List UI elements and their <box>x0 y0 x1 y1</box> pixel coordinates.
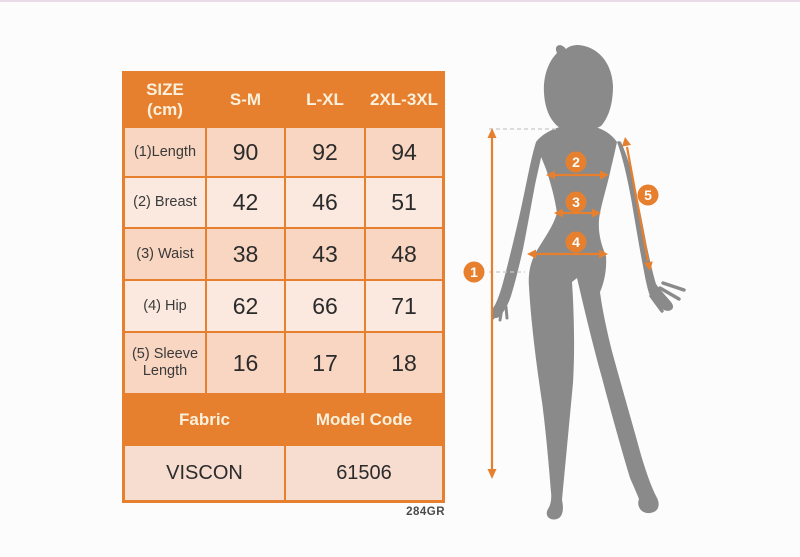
length-sm-value: 90 <box>207 128 284 176</box>
sleeve-lxl-value: 17 <box>286 333 364 393</box>
breast-lxl-value: 46 <box>286 178 364 227</box>
hip-2xl3xl-value: 71 <box>366 281 442 331</box>
female-body-silhouette <box>491 45 686 520</box>
waist-2xl3xl-value: 48 <box>366 229 442 279</box>
column-header-2xl3xl: 2XL-3XL <box>366 74 442 126</box>
sleeve-2xl3xl-value: 18 <box>366 333 442 393</box>
length-2xl3xl-value: 94 <box>366 128 442 176</box>
breast-2xl3xl-value: 51 <box>366 178 442 227</box>
column-header-sm: S-M <box>207 74 284 126</box>
marker-5-circle <box>637 184 659 206</box>
product-code-footnote: 284GR <box>406 506 445 518</box>
silhouette-head <box>543 45 613 132</box>
measure-markers: 1 2 3 4 5 <box>463 151 659 283</box>
top-divider-line <box>0 0 800 2</box>
size-header-line2: (cm) <box>147 100 183 119</box>
marker-4-label: 4 <box>572 234 580 250</box>
marker-4-circle <box>565 231 587 253</box>
sleeve-sm-value: 16 <box>207 333 284 393</box>
fabric-header: Fabric <box>125 395 284 444</box>
marker-3-label: 3 <box>572 194 580 210</box>
hip-lxl-value: 66 <box>286 281 364 331</box>
fabric-value: VISCON <box>125 446 284 500</box>
left-hand-fingers <box>491 304 509 322</box>
silhouette-right-arm <box>617 141 674 311</box>
marker-2-circle <box>565 151 587 173</box>
silhouette-left-arm <box>491 142 543 319</box>
arrowheads <box>487 128 653 479</box>
row-breast-label: (2) Breast <box>125 178 205 227</box>
length-lxl-value: 92 <box>286 128 364 176</box>
row-waist-label: (3) Waist <box>125 229 205 279</box>
marker-1-label: 1 <box>470 264 478 280</box>
column-header-lxl: L-XL <box>286 74 364 126</box>
hip-sm-value: 62 <box>207 281 284 331</box>
marker-1-circle <box>463 261 485 283</box>
marker-2-label: 2 <box>572 154 580 170</box>
right-hand-fingers <box>649 281 686 313</box>
row-hip-label: (4) Hip <box>125 281 205 331</box>
sleeve-arrow <box>625 146 650 262</box>
row-length-label: (1)Length <box>125 128 205 176</box>
model-code-value: 61506 <box>286 446 442 500</box>
marker-3-circle <box>565 191 587 213</box>
model-code-header: Model Code <box>286 395 442 444</box>
measurement-arrows <box>490 136 650 471</box>
row-sleeve-label: (5) Sleeve Length <box>125 333 205 393</box>
size-header-line1: SIZE <box>146 80 184 100</box>
breast-sm-value: 42 <box>207 178 284 227</box>
silhouette-torso-legs <box>528 126 659 520</box>
marker-5-label: 5 <box>644 187 652 203</box>
waist-lxl-value: 43 <box>286 229 364 279</box>
waist-sm-value: 38 <box>207 229 284 279</box>
column-header-size: SIZE (cm) <box>125 74 205 126</box>
size-chart-table: SIZE (cm) S-M L-XL 2XL-3XL (1)Length 90 … <box>122 71 445 503</box>
